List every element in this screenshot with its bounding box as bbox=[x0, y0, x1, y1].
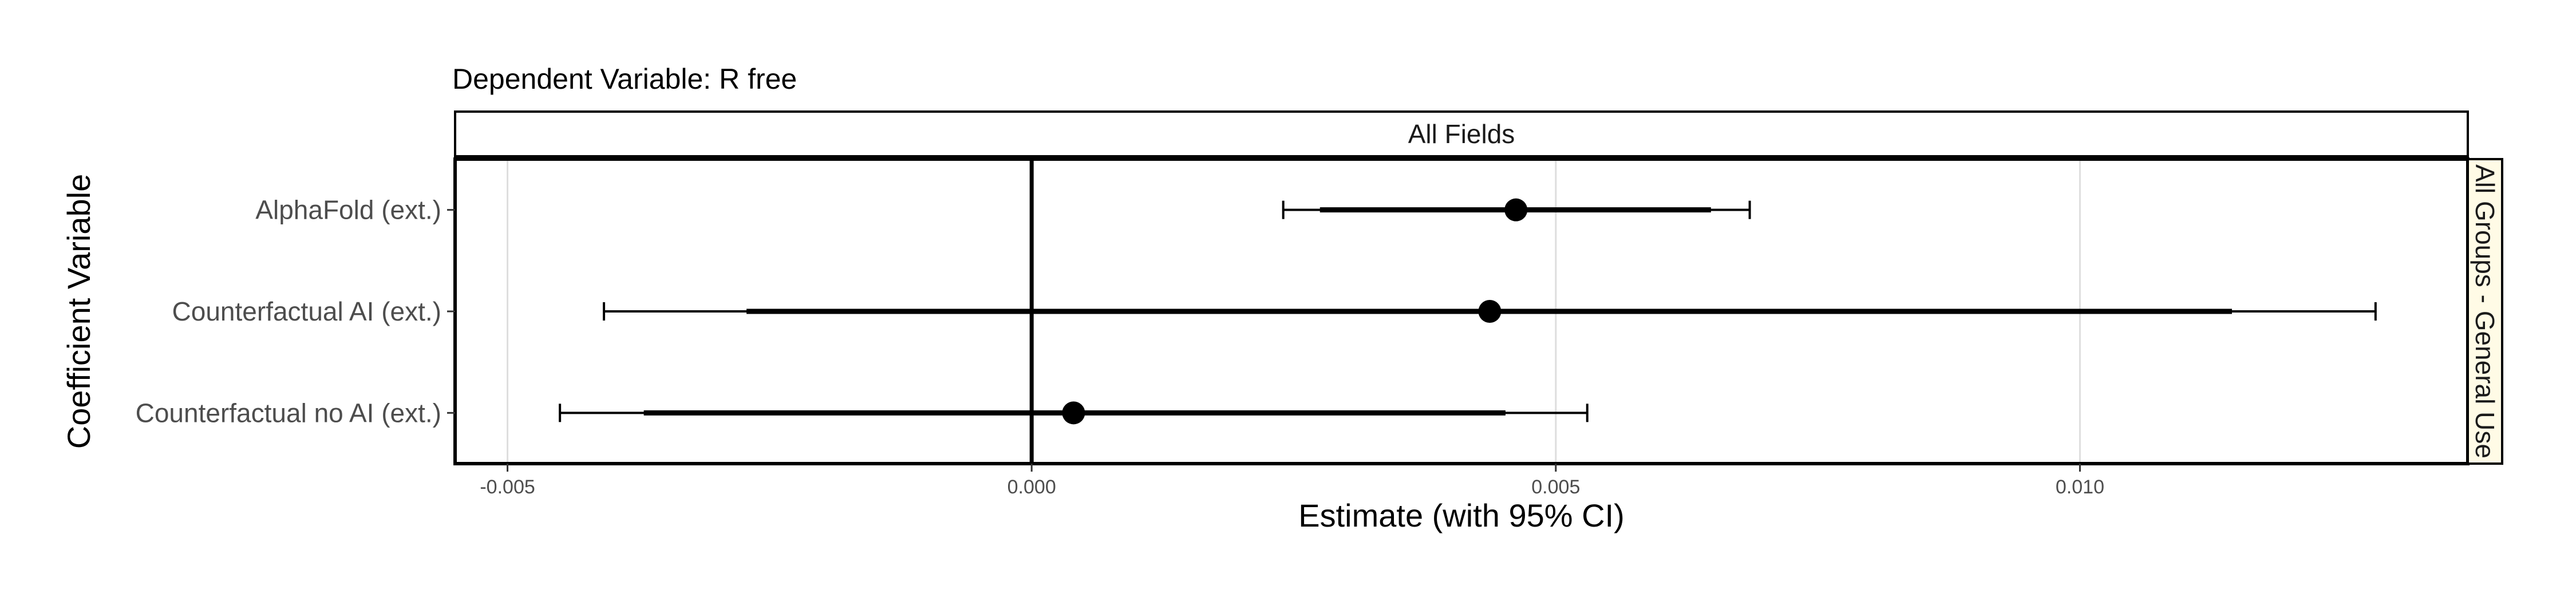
y-tick-label: AlphaFold (ext.) bbox=[255, 195, 441, 225]
x-tick-label: 0.010 bbox=[2056, 476, 2104, 498]
facet-strip-top-label: All Fields bbox=[1408, 119, 1515, 149]
facet-strip-top bbox=[454, 110, 2469, 157]
estimate-marks bbox=[559, 198, 2377, 425]
estimate-row-0 bbox=[1282, 198, 1751, 222]
point-estimate bbox=[1478, 300, 1502, 323]
y-tick-labels: AlphaFold (ext.) Counterfactual AI (ext.)… bbox=[136, 195, 455, 428]
facet-strip-right bbox=[2467, 158, 2503, 465]
estimate-row-1 bbox=[603, 300, 2377, 323]
y-tick-label: Counterfactual no AI (ext.) bbox=[136, 398, 441, 428]
chart-title: Dependent Variable: R free bbox=[452, 63, 797, 95]
y-axis-title: Coefficient Variable bbox=[61, 174, 97, 449]
point-estimate bbox=[1062, 401, 1085, 425]
facet-strip-right-label: All Groups - General Use bbox=[2470, 164, 2500, 458]
x-tick-label: 0.005 bbox=[1531, 476, 1580, 498]
x-axis-title: Estimate (with 95% CI) bbox=[1298, 497, 1625, 533]
x-tick-label: -0.005 bbox=[480, 476, 535, 498]
point-estimate bbox=[1504, 198, 1528, 222]
x-ticks: -0.005 0.000 0.005 0.010 bbox=[480, 464, 2104, 498]
y-tick-label: Counterfactual AI (ext.) bbox=[172, 296, 441, 326]
x-tick-label: 0.000 bbox=[1008, 476, 1056, 498]
estimate-row-2 bbox=[559, 401, 1589, 425]
